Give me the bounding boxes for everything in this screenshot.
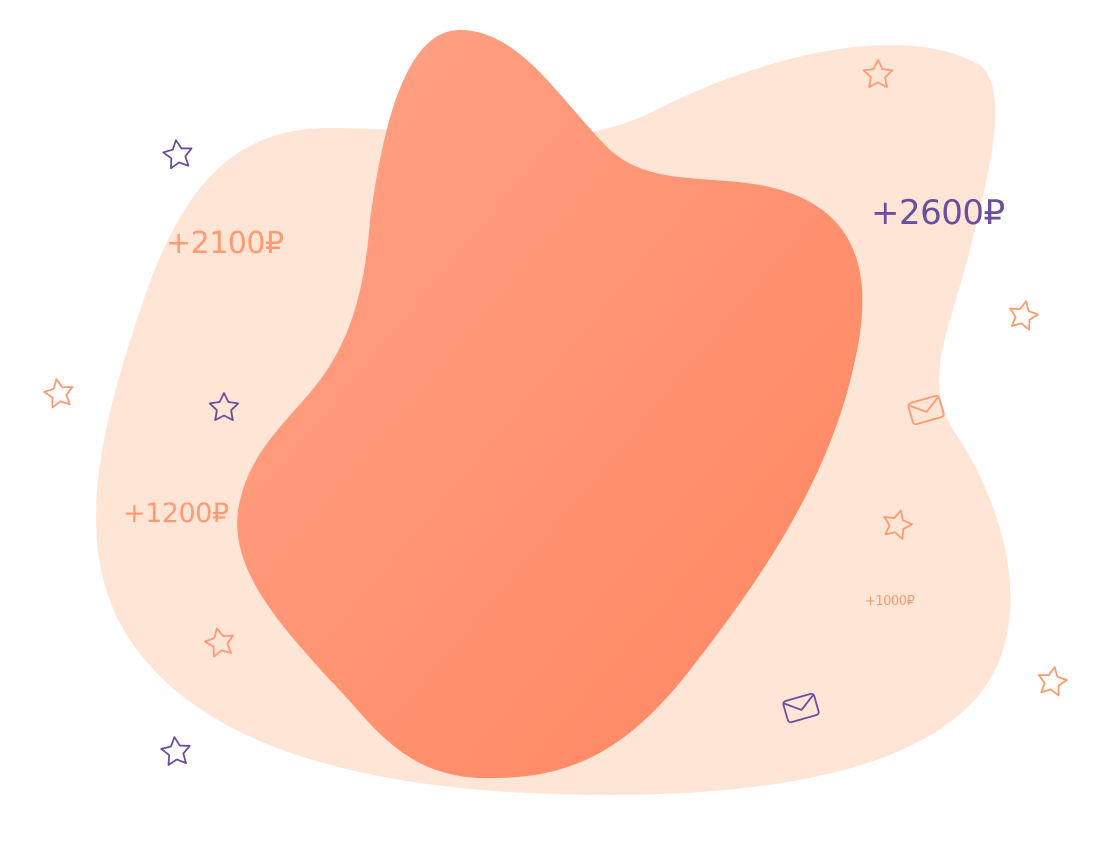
bonus-amount-1200: +1200₽ <box>123 498 229 529</box>
star-icon <box>41 375 77 410</box>
star-icon <box>1005 297 1042 332</box>
bonus-amount-1000: +1000₽ <box>865 594 915 609</box>
bonus-amount-2100: +2100₽ <box>166 226 284 261</box>
star-icon <box>1034 663 1070 698</box>
foreground-blob <box>237 30 863 779</box>
star-icon <box>159 734 193 767</box>
bonus-amount-2600: +2600₽ <box>871 193 1005 233</box>
star-icon <box>160 137 195 170</box>
